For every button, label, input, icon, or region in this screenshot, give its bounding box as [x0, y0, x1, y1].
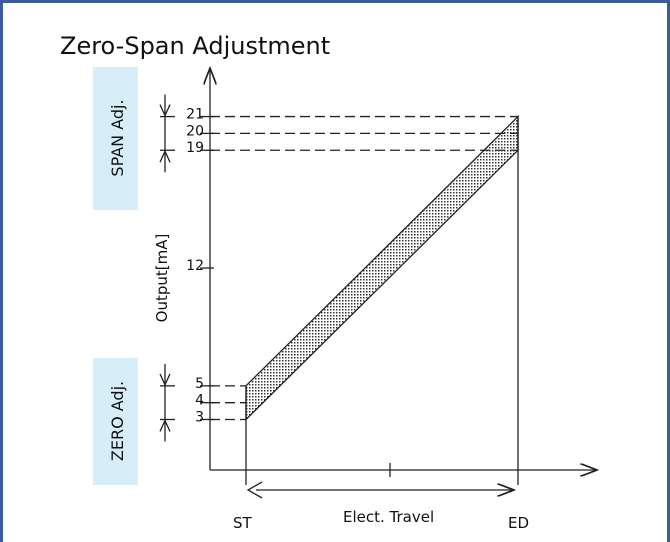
y-axis-label: Output[mA]: [153, 234, 171, 323]
ed-label: ED: [508, 514, 529, 532]
y-tick-label: 12: [186, 258, 204, 274]
y-tick-label: 20: [186, 123, 204, 139]
y-tick-label: 5: [195, 376, 204, 392]
range-head: [159, 104, 171, 118]
y-tick-label: 19: [186, 140, 204, 156]
span-box: [93, 67, 138, 210]
range-head: [159, 149, 171, 163]
y-tick-label: 21: [186, 107, 204, 123]
travel-label: Elect. Travel: [343, 508, 434, 526]
range-head: [159, 418, 171, 432]
st-label: ST: [233, 514, 253, 532]
title: Zero-Span Adjustment: [60, 32, 330, 60]
y-tick-label: 4: [195, 393, 204, 409]
zero-box: [93, 358, 138, 485]
travel-arrow-head: [246, 481, 263, 499]
zero-label: ZERO Adj.: [108, 381, 127, 461]
range-head: [159, 373, 171, 387]
span-label: SPAN Adj.: [108, 99, 127, 176]
y-tick-label: 3: [195, 410, 204, 426]
